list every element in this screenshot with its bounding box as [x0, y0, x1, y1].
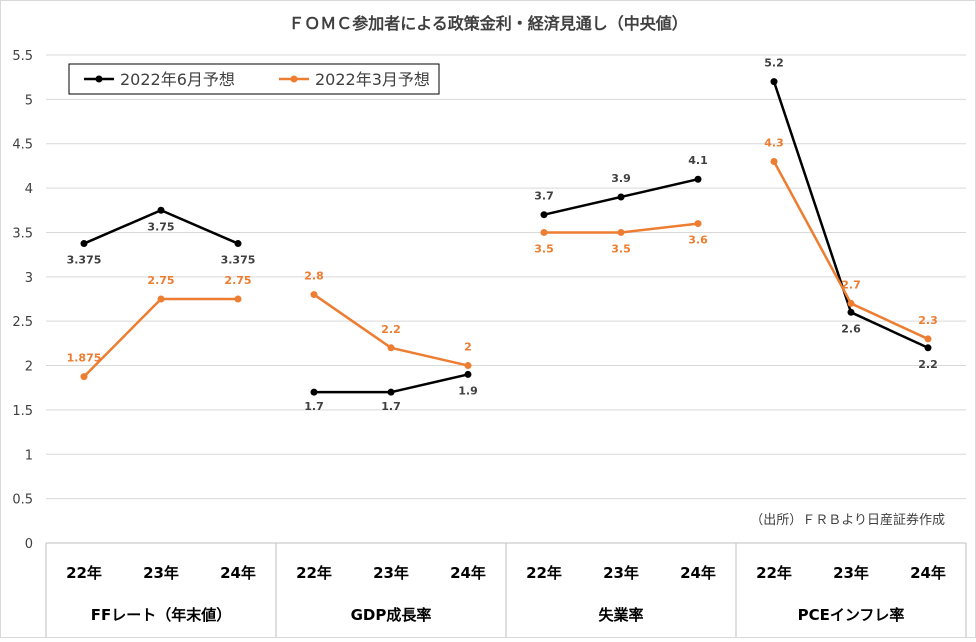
data-label: 1.7 — [381, 400, 401, 413]
x-tick-label: 23年 — [373, 564, 409, 582]
data-label: 1.9 — [458, 384, 478, 397]
data-point — [387, 388, 395, 396]
y-tick-label: 5.5 — [12, 49, 33, 64]
data-point — [464, 362, 472, 370]
x-group-label: PCEインフレ率 — [798, 606, 905, 624]
data-point — [540, 211, 548, 219]
x-tick-label: 24年 — [910, 564, 946, 582]
legend-label: 2022年3月予想 — [315, 70, 430, 89]
x-group-label: 失業率 — [598, 606, 643, 624]
data-point — [234, 295, 242, 303]
data-label: 2.3 — [918, 314, 938, 327]
data-point — [540, 228, 548, 236]
data-label: 3.375 — [221, 254, 256, 267]
data-label: 2.2 — [918, 358, 938, 371]
data-label: 4.1 — [688, 154, 708, 167]
legend-box — [68, 63, 440, 95]
y-tick-label: 2 — [25, 360, 33, 375]
y-tick-label: 4 — [25, 182, 33, 197]
gridlines — [46, 54, 966, 500]
x-tick-label: 22年 — [756, 564, 792, 582]
series-layer — [80, 78, 932, 396]
data-label: 2.2 — [381, 323, 401, 336]
x-tick-label: 23年 — [603, 564, 639, 582]
data-label: 2.6 — [841, 322, 861, 335]
x-tick-label: 24年 — [450, 564, 486, 582]
data-point — [847, 299, 855, 307]
data-point — [924, 335, 932, 343]
data-label: 2.7 — [841, 278, 861, 291]
data-label: 3.7 — [534, 190, 554, 203]
y-tick-label: 0 — [25, 537, 33, 552]
x-group-label: FFレート（年末値） — [91, 606, 232, 624]
data-point — [770, 78, 778, 86]
data-label: 1.7 — [304, 400, 324, 413]
x-tick-label: 22年 — [296, 564, 332, 582]
y-tick-label: 1 — [25, 448, 33, 463]
data-point — [694, 220, 702, 228]
y-tick-label: 3 — [25, 271, 33, 286]
x-group-label: GDP成長率 — [351, 606, 432, 624]
legend-marker — [290, 75, 298, 83]
legend-label: 2022年6月予想 — [120, 70, 235, 89]
data-point — [234, 240, 242, 248]
legend: 2022年6月予想 2022年3月予想 — [68, 63, 440, 95]
data-label: 3.9 — [611, 172, 631, 185]
y-tick-label: 3.5 — [12, 226, 33, 241]
data-point — [80, 240, 88, 248]
chart-title: ＦＯＭＣ参加者による政策金利・経済見通し（中央値） — [288, 14, 688, 33]
x-tick-label: 23年 — [833, 564, 869, 582]
data-label: 2.75 — [147, 274, 174, 287]
x-tick-label: 22年 — [66, 564, 102, 582]
y-tick-label: 1.5 — [12, 404, 33, 419]
data-point — [464, 370, 472, 378]
data-label: 2 — [464, 341, 472, 354]
x-tick-label: 23年 — [143, 564, 179, 582]
data-label: 3.375 — [67, 254, 102, 267]
data-point — [694, 175, 702, 183]
data-label: 3.5 — [611, 242, 631, 255]
data-point — [617, 228, 625, 236]
x-tick-label: 24年 — [220, 564, 256, 582]
data-label: 2.75 — [224, 274, 251, 287]
x-tick-label: 22年 — [526, 564, 562, 582]
data-point — [157, 206, 165, 214]
data-point — [387, 344, 395, 352]
data-label: 3.75 — [147, 220, 174, 233]
data-point — [617, 193, 625, 201]
data-point — [770, 157, 778, 165]
data-label: 2.8 — [304, 270, 324, 283]
axes: 0 0.5 1 1.5 2 2.5 3 3.5 4 4.5 5 5.5 22年 23年 24年 FFレート（年… — [12, 49, 967, 637]
data-point — [157, 295, 165, 303]
data-point — [80, 373, 88, 381]
source-note: （出所）ＦＲＢより日産証券作成 — [750, 512, 945, 528]
data-point — [924, 344, 932, 352]
x-tick-label: 24年 — [680, 564, 716, 582]
y-tick-label: 5 — [25, 93, 33, 108]
data-label: 3.6 — [688, 234, 708, 247]
data-label: 3.5 — [534, 242, 554, 255]
data-label: 4.3 — [764, 136, 784, 149]
y-tick-label: 4.5 — [12, 138, 33, 153]
data-point — [310, 388, 318, 396]
data-label: 1.875 — [67, 352, 102, 365]
data-labels: 3.375 3.75 3.375 1.7 1.7 1.9 3.7 3.9 4.1 5.2 2.6 2.… — [67, 57, 938, 414]
legend-marker — [95, 75, 103, 83]
data-point — [310, 291, 318, 299]
y-tick-label: 0.5 — [12, 493, 33, 508]
y-tick-label: 2.5 — [12, 315, 33, 330]
data-label: 5.2 — [764, 57, 784, 70]
data-point — [847, 308, 855, 316]
